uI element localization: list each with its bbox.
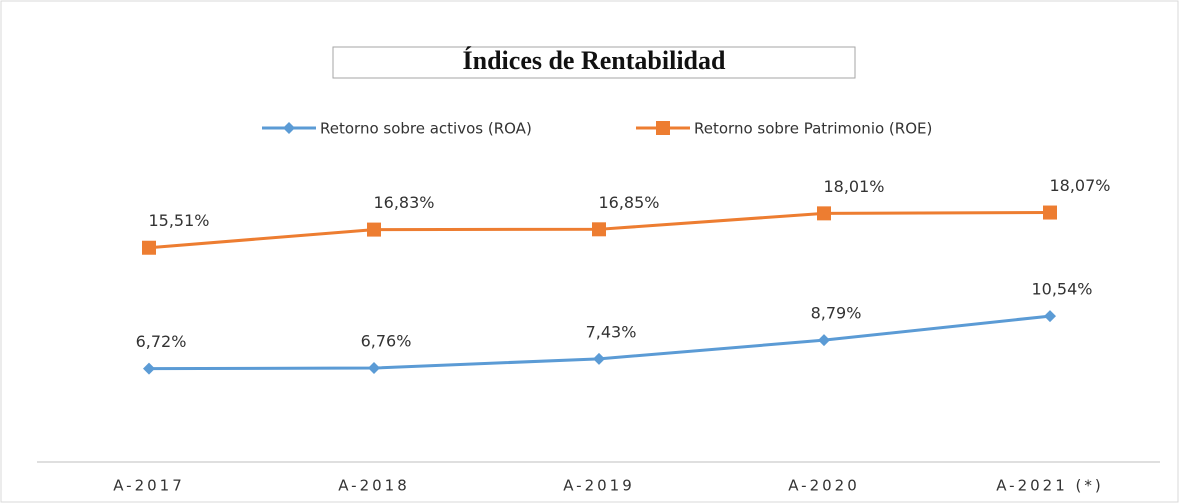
data-label: 16,85% xyxy=(598,193,659,212)
data-label: 8,79% xyxy=(811,304,862,323)
legend-label: Retorno sobre activos (ROA) xyxy=(320,120,532,138)
marker xyxy=(143,362,155,375)
title-box xyxy=(332,46,856,79)
data-label: 15,51% xyxy=(148,211,209,230)
marker xyxy=(368,362,380,375)
marker xyxy=(818,334,830,347)
marker xyxy=(1043,205,1057,220)
marker xyxy=(142,240,156,255)
x-tick-label: A-2019 xyxy=(563,477,635,495)
legend-marker xyxy=(283,122,295,134)
data-label: 6,76% xyxy=(361,332,412,351)
data-label: 18,01% xyxy=(823,177,884,196)
marker xyxy=(1044,310,1056,323)
data-label: 6,72% xyxy=(136,332,187,351)
marker xyxy=(593,352,605,365)
data-label: 10,54% xyxy=(1031,280,1092,299)
marker xyxy=(367,222,381,237)
data-label: 18,07% xyxy=(1049,176,1110,195)
marker xyxy=(592,222,606,237)
x-tick-label: A-2017 xyxy=(113,477,185,495)
marker xyxy=(817,206,831,221)
data-label: 16,83% xyxy=(373,193,434,212)
x-tick-label: A-2020 xyxy=(788,477,860,495)
x-tick-label: A-2021 (*) xyxy=(996,477,1104,495)
data-label: 7,43% xyxy=(586,322,637,341)
legend-label: Retorno sobre Patrimonio (ROE) xyxy=(694,120,932,138)
legend-marker xyxy=(656,121,670,135)
chart-title: Índices de Rentabilidad xyxy=(463,46,726,75)
x-tick-label: A-2018 xyxy=(338,477,410,495)
